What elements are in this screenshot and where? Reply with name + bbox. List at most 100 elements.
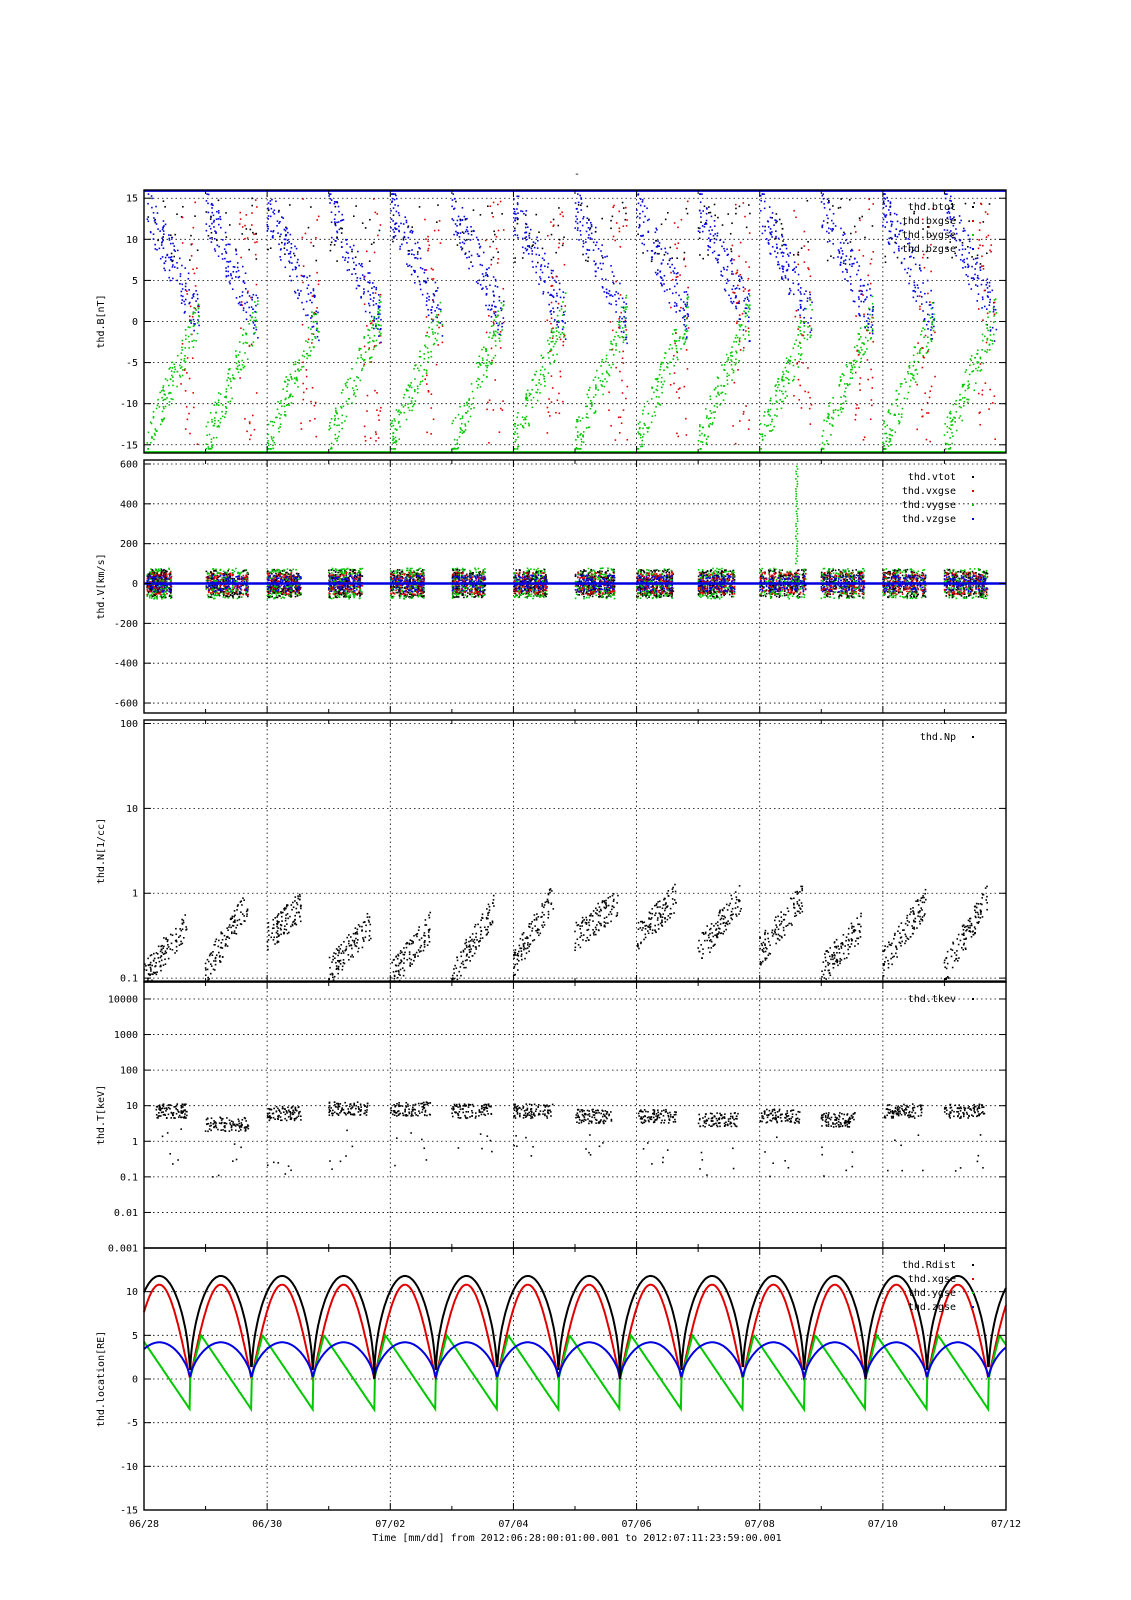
- bxgse-point: [427, 247, 430, 250]
- btot-point: [524, 237, 526, 239]
- bygse-point: [806, 334, 809, 336]
- bygse-point: [765, 425, 768, 427]
- bzgse-point: [622, 331, 625, 334]
- btot-point: [709, 211, 712, 214]
- bygse-point: [337, 417, 340, 420]
- bzgse-point: [513, 210, 516, 213]
- bygse-point: [458, 436, 461, 438]
- vtot-point: [164, 578, 166, 580]
- vzgse-point: [154, 586, 157, 588]
- bygse-point: [908, 365, 910, 368]
- btot-point: [797, 251, 800, 254]
- bxgse-point: [438, 326, 440, 329]
- bzgse-point: [946, 216, 949, 219]
- bygse-point: [342, 405, 345, 408]
- bygse-point: [853, 359, 856, 362]
- bygse-point: [288, 379, 291, 382]
- bxgse-point: [564, 305, 567, 307]
- bzgse-point: [390, 193, 393, 195]
- bzgse-point: [228, 281, 231, 283]
- bxgse-point: [186, 357, 189, 359]
- bzgse-point: [279, 220, 281, 223]
- btot-point: [164, 206, 166, 208]
- bzgse-point: [675, 303, 678, 305]
- bygse-point: [267, 423, 270, 426]
- bzgse-point: [423, 271, 426, 274]
- bzgse-point: [697, 230, 700, 232]
- bygse-point: [600, 384, 603, 386]
- bzgse-point: [498, 333, 501, 336]
- bxgse-point: [979, 363, 982, 365]
- bygse-point: [988, 311, 991, 313]
- vxgse-point: [154, 573, 157, 576]
- bzgse-point: [594, 244, 597, 247]
- bygse-point: [398, 413, 401, 416]
- bzgse-point: [889, 201, 892, 203]
- bzgse-point: [916, 295, 919, 298]
- bxgse-point: [552, 225, 555, 227]
- bzgse-point: [196, 293, 199, 296]
- bygse-point: [851, 366, 854, 369]
- bygse-point: [897, 420, 900, 422]
- bzgse-point: [993, 340, 996, 342]
- bzgse-point: [776, 252, 779, 254]
- bygse-point: [212, 444, 214, 446]
- bzgse-point: [912, 249, 915, 252]
- bygse-point: [926, 351, 929, 354]
- vygse-point: [158, 568, 160, 571]
- bzgse-point: [778, 263, 780, 266]
- bygse-point: [783, 379, 785, 382]
- bxgse-point: [917, 342, 919, 344]
- bzgse-point: [168, 234, 170, 236]
- bygse-point: [931, 321, 933, 324]
- bygse-point: [590, 399, 592, 402]
- bygse-point: [872, 317, 875, 319]
- bzgse-point: [173, 266, 176, 268]
- vygse-point: [243, 579, 246, 581]
- bxgse-point: [181, 242, 184, 244]
- bygse-point: [639, 421, 641, 423]
- bzgse-point: [952, 237, 954, 239]
- bxgse-point: [552, 224, 555, 227]
- bzgse-point: [827, 201, 830, 204]
- bygse-point: [198, 315, 200, 318]
- btot-point: [536, 261, 539, 264]
- bygse-point: [896, 405, 899, 407]
- bzgse-point: [741, 277, 743, 280]
- bzgse-point: [603, 291, 606, 293]
- bygse-point: [402, 406, 405, 408]
- btot-point: [698, 237, 701, 240]
- bzgse-point: [891, 223, 893, 226]
- bzgse-point: [315, 329, 318, 332]
- btot-point: [552, 218, 555, 221]
- bygse-point: [575, 419, 578, 421]
- bzgse-point: [311, 326, 314, 328]
- bygse-point: [216, 425, 219, 428]
- bxgse-point: [608, 391, 610, 394]
- bygse-point: [784, 366, 787, 369]
- bygse-point: [951, 442, 953, 445]
- bygse-point: [731, 360, 733, 363]
- bzgse-point: [861, 293, 863, 295]
- bzgse-point: [744, 312, 747, 314]
- bygse-point: [336, 412, 338, 415]
- bzgse-point: [594, 263, 597, 266]
- btot-point: [864, 236, 866, 239]
- vygse-point: [215, 568, 217, 571]
- btot-point: [392, 214, 395, 216]
- btot-point: [170, 252, 173, 255]
- bzgse-point: [162, 247, 165, 249]
- bzgse-point: [950, 221, 953, 224]
- bzgse-point: [703, 223, 706, 226]
- bygse-point: [590, 401, 593, 404]
- bygse-point: [858, 351, 860, 353]
- bygse-point: [893, 413, 896, 416]
- vtot-point: [153, 571, 156, 574]
- bzgse-point: [172, 264, 174, 266]
- btot-point: [979, 263, 982, 265]
- bzgse-point: [454, 223, 457, 225]
- bygse-point: [252, 341, 255, 343]
- bzgse-point: [823, 203, 825, 205]
- bzgse-point: [524, 222, 527, 225]
- bzgse-point: [577, 201, 580, 204]
